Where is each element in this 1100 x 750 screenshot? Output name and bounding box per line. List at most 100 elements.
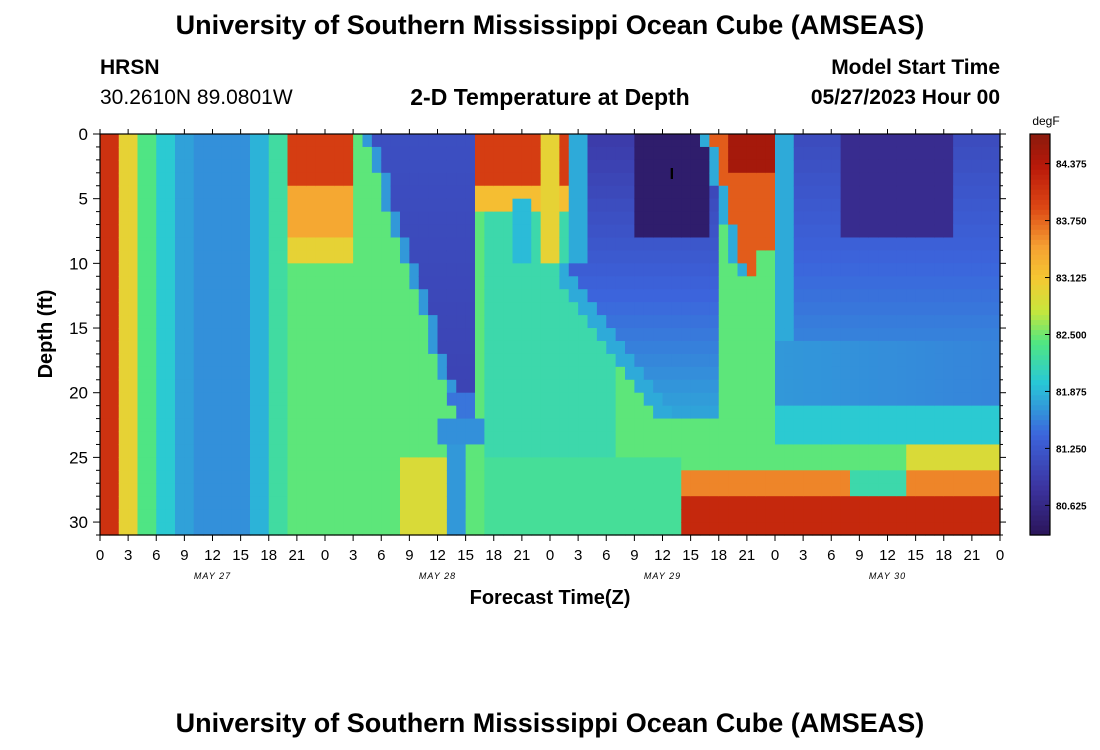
heatmap-cell xyxy=(540,483,551,497)
heatmap-cell xyxy=(334,340,345,355)
heatmap-cell xyxy=(728,211,739,226)
heatmap-cell xyxy=(512,353,523,368)
heatmap-cell xyxy=(400,302,410,316)
heatmap-cell xyxy=(446,496,457,510)
heatmap-cell xyxy=(878,483,889,497)
heatmap-cell xyxy=(671,224,682,239)
heatmap-cell xyxy=(128,379,139,394)
heatmap-cell xyxy=(821,134,832,148)
heatmap-cell xyxy=(793,263,804,277)
heatmap-cell xyxy=(175,146,185,161)
heatmap-cell xyxy=(418,483,429,497)
heatmap-cell xyxy=(915,211,926,226)
heatmap-cell xyxy=(793,211,804,226)
x-tick-label: 21 xyxy=(289,547,306,564)
heatmap-cell xyxy=(259,134,270,148)
heatmap-cell xyxy=(990,185,1001,200)
heatmap-cell xyxy=(850,509,860,523)
heatmap-cell xyxy=(775,431,785,446)
heatmap-cell xyxy=(812,224,823,239)
heatmap-cell xyxy=(221,431,232,446)
heatmap-cell xyxy=(756,237,767,252)
heatmap-cell xyxy=(484,250,495,264)
heatmap-cell xyxy=(446,198,457,213)
heatmap-cell xyxy=(400,379,410,394)
heatmap-cell xyxy=(381,159,392,174)
heatmap-cell xyxy=(840,185,851,200)
heatmap-cell xyxy=(746,146,757,161)
heatmap-cell xyxy=(465,444,476,458)
heatmap-cell xyxy=(371,470,382,484)
heatmap-cell xyxy=(437,496,448,510)
heatmap-cell xyxy=(156,250,167,264)
heatmap-cell xyxy=(756,431,767,446)
heatmap-cell xyxy=(137,276,148,290)
heatmap-cell xyxy=(512,198,523,213)
colorbar-segment xyxy=(1030,454,1050,461)
heatmap-cell xyxy=(418,392,429,407)
heatmap-cell xyxy=(746,457,757,471)
heatmap-cell xyxy=(943,509,954,523)
heatmap-cell xyxy=(878,366,889,381)
heatmap-cell xyxy=(634,522,645,536)
heatmap-cell xyxy=(775,353,785,368)
heatmap-cell xyxy=(587,328,598,342)
heatmap-cell xyxy=(446,457,457,471)
heatmap-cell xyxy=(212,198,223,213)
heatmap-cell xyxy=(896,159,907,174)
heatmap-cell xyxy=(953,431,964,446)
heatmap-cell xyxy=(840,224,851,239)
heatmap-cell xyxy=(250,250,260,264)
heatmap-cell xyxy=(859,224,870,239)
heatmap-cell xyxy=(296,470,307,484)
heatmap-cell xyxy=(962,211,973,226)
heatmap-cell xyxy=(156,172,167,187)
heatmap-cell xyxy=(812,509,823,523)
heatmap-cell xyxy=(981,457,992,471)
heatmap-cell xyxy=(606,276,617,290)
heatmap-cell xyxy=(418,172,429,187)
heatmap-cell xyxy=(700,263,710,277)
heatmap-cell xyxy=(231,185,242,200)
heatmap-cell xyxy=(184,315,195,329)
heatmap-cell xyxy=(943,470,954,484)
heatmap-cell xyxy=(231,328,242,342)
heatmap-cell xyxy=(615,405,626,420)
heatmap-cell xyxy=(718,276,729,290)
heatmap-cell xyxy=(100,237,110,252)
heatmap-cell xyxy=(371,444,382,458)
heatmap-cell xyxy=(925,289,935,303)
heatmap-cell xyxy=(334,134,345,148)
heatmap-cell xyxy=(315,431,326,446)
heatmap-cell xyxy=(437,509,448,523)
heatmap-cell xyxy=(643,522,654,536)
heatmap-cell xyxy=(596,315,607,329)
heatmap-cell xyxy=(381,431,392,446)
heatmap-cell xyxy=(700,379,710,394)
heatmap-cell xyxy=(784,263,795,277)
heatmap-cell xyxy=(953,237,964,252)
heatmap-cell xyxy=(962,353,973,368)
page-title: University of Southern Mississippi Ocean… xyxy=(175,10,925,40)
colorbar-tick-label: 84.375 xyxy=(1056,160,1087,171)
heatmap-cell xyxy=(765,237,776,252)
heatmap-cell xyxy=(540,172,551,187)
heatmap-cell xyxy=(821,353,832,368)
heatmap-cell xyxy=(634,405,645,420)
heatmap-cell xyxy=(381,250,392,264)
heatmap-cell xyxy=(775,172,785,187)
heatmap-cell xyxy=(418,134,429,148)
heatmap-cell xyxy=(418,263,429,277)
heatmap-cell xyxy=(156,522,167,536)
heatmap-cell xyxy=(418,198,429,213)
heatmap-cell xyxy=(943,522,954,536)
heatmap-cell xyxy=(325,302,335,316)
heatmap-cell xyxy=(671,328,682,342)
heatmap-cell xyxy=(606,431,617,446)
heatmap-cell xyxy=(165,134,176,148)
heatmap-cell xyxy=(503,444,514,458)
heatmap-cell xyxy=(643,328,654,342)
heatmap-cell xyxy=(690,496,701,510)
heatmap-cell xyxy=(934,198,945,213)
heatmap-cell xyxy=(521,276,532,290)
